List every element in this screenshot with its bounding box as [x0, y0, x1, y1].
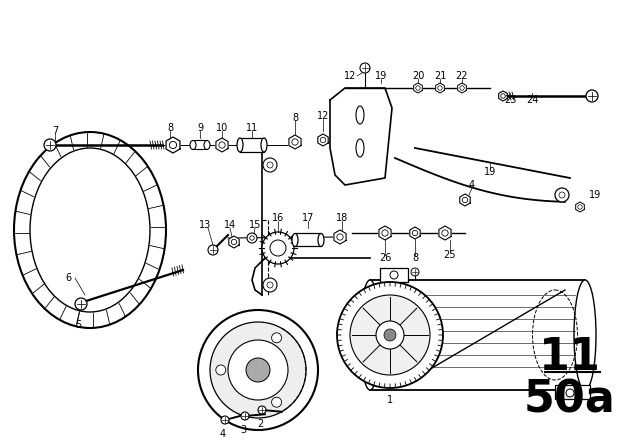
Text: 6: 6 [65, 273, 71, 283]
Circle shape [270, 240, 286, 256]
Polygon shape [318, 134, 328, 146]
Circle shape [555, 188, 569, 202]
Text: 12: 12 [344, 71, 356, 81]
Circle shape [360, 63, 370, 73]
Text: 4: 4 [220, 429, 226, 439]
Text: 22: 22 [456, 71, 468, 81]
Text: 19: 19 [589, 190, 601, 200]
Circle shape [208, 245, 218, 255]
Bar [555, 385, 590, 399]
Circle shape [271, 333, 282, 343]
Text: 8: 8 [292, 113, 298, 123]
Circle shape [384, 329, 396, 341]
Polygon shape [334, 230, 346, 244]
Circle shape [216, 365, 226, 375]
Polygon shape [289, 135, 301, 149]
Text: 13: 13 [199, 220, 211, 230]
Text: 5: 5 [75, 320, 81, 330]
Text: 20: 20 [412, 71, 424, 81]
Circle shape [258, 406, 266, 414]
Bar [193, 141, 207, 150]
Circle shape [44, 139, 56, 151]
Text: 17: 17 [302, 213, 314, 223]
Ellipse shape [574, 280, 596, 390]
Circle shape [262, 232, 294, 264]
Text: 12: 12 [317, 111, 329, 121]
Circle shape [75, 298, 87, 310]
Polygon shape [439, 226, 451, 240]
Text: 7: 7 [52, 126, 58, 136]
Circle shape [241, 412, 249, 420]
Text: 24: 24 [526, 95, 538, 105]
Text: 4: 4 [469, 180, 475, 190]
Circle shape [228, 340, 288, 400]
Text: 2: 2 [257, 419, 263, 429]
Ellipse shape [292, 233, 298, 246]
Circle shape [246, 358, 270, 382]
Text: 14: 14 [224, 220, 236, 230]
Text: 8: 8 [167, 123, 173, 133]
Polygon shape [330, 88, 392, 185]
Polygon shape [458, 83, 467, 93]
Polygon shape [216, 138, 228, 152]
Circle shape [198, 310, 318, 430]
Circle shape [586, 90, 598, 102]
Polygon shape [410, 227, 420, 239]
Bar [295, 233, 321, 246]
Bar [380, 268, 408, 282]
Polygon shape [413, 83, 422, 93]
Text: 8: 8 [412, 253, 418, 263]
Polygon shape [460, 194, 470, 206]
Text: 19: 19 [484, 167, 496, 177]
Circle shape [271, 397, 282, 407]
Polygon shape [166, 137, 180, 153]
Circle shape [263, 278, 277, 292]
Polygon shape [499, 91, 508, 101]
Ellipse shape [237, 138, 243, 152]
Circle shape [247, 233, 257, 243]
Bar [370, 280, 585, 390]
Circle shape [337, 282, 443, 388]
Polygon shape [379, 226, 391, 240]
Polygon shape [575, 202, 584, 212]
Text: 16: 16 [272, 213, 284, 223]
Text: 11: 11 [539, 336, 601, 379]
Text: 21: 21 [434, 71, 446, 81]
Circle shape [263, 158, 277, 172]
Text: 18: 18 [336, 213, 348, 223]
Circle shape [350, 295, 430, 375]
Bar [240, 138, 264, 152]
Ellipse shape [30, 148, 150, 312]
Ellipse shape [360, 280, 380, 390]
Polygon shape [229, 236, 239, 248]
Text: 1: 1 [387, 395, 393, 405]
Ellipse shape [318, 233, 324, 246]
Circle shape [210, 322, 306, 418]
Text: 19: 19 [375, 71, 387, 81]
Text: 15: 15 [249, 220, 261, 230]
Ellipse shape [204, 141, 210, 150]
Circle shape [411, 268, 419, 276]
Circle shape [376, 321, 404, 349]
Circle shape [221, 416, 229, 424]
Text: 50a: 50a [524, 379, 616, 422]
Text: 23: 23 [504, 95, 516, 105]
Ellipse shape [190, 141, 196, 150]
Text: 10: 10 [216, 123, 228, 133]
Text: 3: 3 [240, 425, 246, 435]
Text: 11: 11 [246, 123, 258, 133]
Text: 9: 9 [197, 123, 203, 133]
Text: 26: 26 [379, 253, 391, 263]
Text: 25: 25 [444, 250, 456, 260]
Polygon shape [436, 83, 444, 93]
Ellipse shape [261, 138, 267, 152]
